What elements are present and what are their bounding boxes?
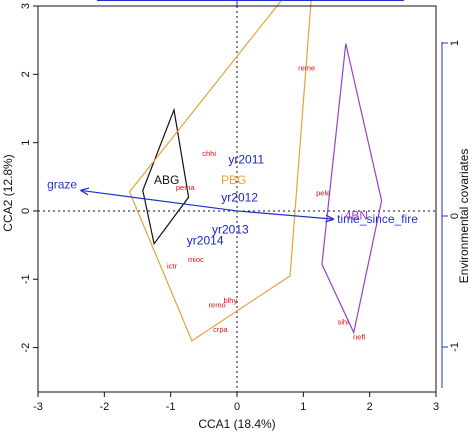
y-tick-label: 0 [20, 208, 32, 214]
x-tick-label: -2 [99, 401, 109, 413]
y-tick-label: 3 [20, 3, 32, 9]
axes: -1 0 1 -3 -2 -1 0 1 2 3 -2 -1 0 1 2 3 [20, 0, 461, 413]
y-axis-label: CCA2 (12.8%) [1, 154, 15, 231]
x-axis-label: CCA1 (18.4%) [198, 417, 275, 431]
year-label: yr2013 [212, 222, 249, 236]
x-tick-label: -1 [166, 401, 176, 413]
hull-4bn [321, 43, 383, 335]
species-label: sihi [338, 318, 350, 327]
year-label: yr2011 [228, 153, 264, 167]
group-label: ABG [154, 173, 179, 187]
y2-tick-label: 0 [449, 213, 461, 219]
species-label: chhi [202, 149, 216, 158]
vector-label: time_since_fire [337, 212, 418, 226]
hull-abg [142, 107, 190, 246]
species-label: remo [209, 301, 226, 310]
x-tick-label: -3 [33, 401, 43, 413]
species-label: nefl [353, 333, 365, 342]
year-label: yr2014 [187, 233, 224, 247]
plot-area: graze time_since_fire reme chhi pema pele mioc… [38, 0, 436, 392]
y-tick-label: 1 [20, 140, 32, 146]
species-label: pele [316, 189, 330, 198]
y-tick-label: 2 [20, 71, 32, 77]
hull-pbg [128, 0, 312, 342]
year-label: yr2012 [221, 190, 258, 204]
species-label: mioc [188, 255, 204, 264]
y-tick-label: -2 [20, 343, 32, 353]
y2-tick-label: -1 [449, 342, 461, 352]
vector-label: graze [47, 177, 77, 191]
vector-time-since-fire [236, 210, 333, 219]
vector-graze [81, 190, 238, 212]
y-tick-label: -1 [20, 274, 32, 284]
species-label: blhy [223, 296, 237, 305]
species-label: pema [176, 183, 196, 192]
x-tick-label: 0 [234, 401, 240, 413]
secondary-y-axis-label: Environmental covariates [457, 149, 471, 284]
y2-tick-label: 1 [449, 40, 461, 46]
species-label: ictr [167, 262, 178, 271]
x-tick-label: 3 [433, 401, 439, 413]
species-label: crpa [213, 325, 228, 334]
group-label: PBG [221, 173, 246, 187]
species-label: reme [298, 63, 315, 72]
x-tick-label: 1 [300, 401, 306, 413]
x-tick-label: 2 [367, 401, 373, 413]
group-label: 4BN [345, 209, 368, 223]
